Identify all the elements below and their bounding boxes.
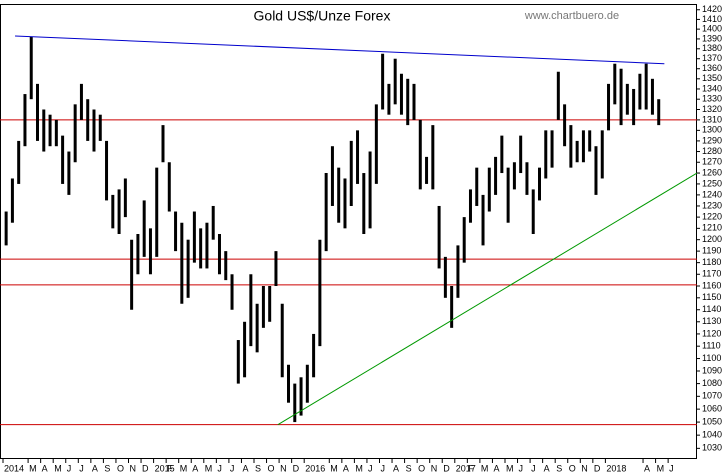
y-tick-label: 1060	[702, 404, 722, 414]
x-tick-label: N	[129, 463, 136, 473]
y-tick-label: 1270	[702, 157, 722, 167]
y-tick-label: 1220	[702, 211, 722, 221]
x-tick-label: F	[167, 463, 173, 473]
x-tick-label: S	[556, 463, 562, 473]
x-tick-label: J	[368, 463, 373, 473]
y-tick-label: 1350	[702, 73, 722, 83]
plot-frame	[0, 4, 697, 459]
y-tick-label: 1280	[702, 146, 722, 156]
y-tick-label: 1050	[702, 416, 722, 426]
y-tick-label: 1390	[702, 33, 722, 43]
x-tick-label: J	[519, 463, 524, 473]
y-tick-label: 1110	[702, 341, 721, 351]
x-tick-label: 2017	[456, 463, 476, 473]
x-tick-label: M	[54, 463, 62, 473]
x-tick-label: A	[343, 463, 349, 473]
y-tick-label: 1100	[702, 353, 721, 363]
x-tick-label: N	[431, 463, 438, 473]
x-tick-label: A	[192, 463, 198, 473]
x-tick-label: M	[29, 463, 37, 473]
x-tick-label: O	[418, 463, 425, 473]
source: www.chartbuero.de	[524, 10, 619, 22]
x-tick-label: O	[268, 463, 275, 473]
x-tick-label: D	[293, 463, 300, 473]
y-tick-label: 1250	[702, 178, 722, 188]
x-tick-label: J	[217, 463, 222, 473]
x-tick-label: D	[594, 463, 601, 473]
plot-area	[0, 35, 697, 426]
y-tick-label: 1200	[702, 234, 722, 244]
x-tick-label: 2016	[305, 463, 325, 473]
x-tick-label: J	[79, 463, 84, 473]
y-tick-label: 1260	[702, 167, 722, 177]
x-tick-label: A	[644, 463, 650, 473]
y-tick-label: 1160	[702, 280, 721, 290]
y-tick-label: 1210	[702, 223, 722, 233]
x-tick-label: A	[493, 463, 499, 473]
y-tick-label: 1400	[702, 24, 722, 34]
y-tick-label: 1420	[702, 4, 722, 14]
y-tick-label: 1300	[702, 125, 722, 135]
y-tick-label: 1290	[702, 135, 722, 145]
x-tick-label: F	[468, 463, 474, 473]
x-tick-label: D	[142, 463, 149, 473]
y-tick-label: 1040	[702, 430, 722, 440]
y-tick-label: 1190	[702, 245, 721, 255]
x-tick-label: M	[205, 463, 213, 473]
x-tick-label: J	[380, 463, 385, 473]
x-tick-label: J	[669, 463, 674, 473]
x-tick-label: S	[406, 463, 412, 473]
y-tick-label: 1140	[702, 304, 721, 314]
x-tick-label: M	[506, 463, 514, 473]
x-tick-label: 2014	[4, 463, 24, 473]
x-tick-label: S	[104, 463, 110, 473]
x-tick-label: 2018	[606, 463, 626, 473]
x-tick-label: A	[92, 463, 98, 473]
y-tick-label: 1150	[702, 292, 721, 302]
y-tick-label: 1090	[702, 365, 722, 375]
x-tick-label: D	[443, 463, 450, 473]
y-tick-label: 1130	[702, 316, 721, 326]
x-tick-label: J	[230, 463, 235, 473]
y-tick-label: 1030	[702, 443, 722, 453]
y-tick-label: 1120	[702, 328, 721, 338]
y-tick-label: 1230	[702, 200, 722, 210]
x-tick-label: M	[481, 463, 489, 473]
y-tick-label: 1180	[702, 257, 721, 267]
x-tick-label: A	[42, 463, 48, 473]
trend-line	[15, 35, 665, 65]
y-tick-label: 1380	[702, 43, 722, 53]
x-tick-label: 2015	[155, 463, 175, 473]
x-tick-label: N	[280, 463, 287, 473]
chart-title: Gold US$/Unze Forex	[254, 8, 391, 24]
y-tick-label: 1240	[702, 189, 722, 199]
y-tick-label: 1070	[702, 391, 722, 401]
x-tick-label: M	[180, 463, 188, 473]
y-tick-label: 1170	[702, 269, 721, 279]
x-tick-label: O	[569, 463, 576, 473]
y-tick-label: 1310	[702, 114, 722, 124]
x-tick-label: A	[242, 463, 248, 473]
x-tick-label: A	[393, 463, 399, 473]
y-tick-label: 1080	[702, 378, 722, 388]
y-tick-label: 1410	[702, 14, 722, 24]
x-tick-label: A	[544, 463, 550, 473]
x-tick-label: J	[67, 463, 72, 473]
x-tick-label: M	[355, 463, 363, 473]
y-tick-label: 1320	[702, 104, 722, 114]
x-tick-label: N	[581, 463, 588, 473]
x-tick-label: M	[657, 463, 665, 473]
y-tick-label: 1360	[702, 63, 722, 73]
x-tick-label: O	[117, 463, 124, 473]
trend-line	[277, 172, 697, 426]
x-tick-label: S	[255, 463, 261, 473]
x-tick-label: J	[531, 463, 536, 473]
y-tick-label: 1330	[702, 94, 722, 104]
y-tick-label: 1370	[702, 53, 722, 63]
y-tick-label: 1340	[702, 83, 722, 93]
x-tick-label: M	[330, 463, 338, 473]
